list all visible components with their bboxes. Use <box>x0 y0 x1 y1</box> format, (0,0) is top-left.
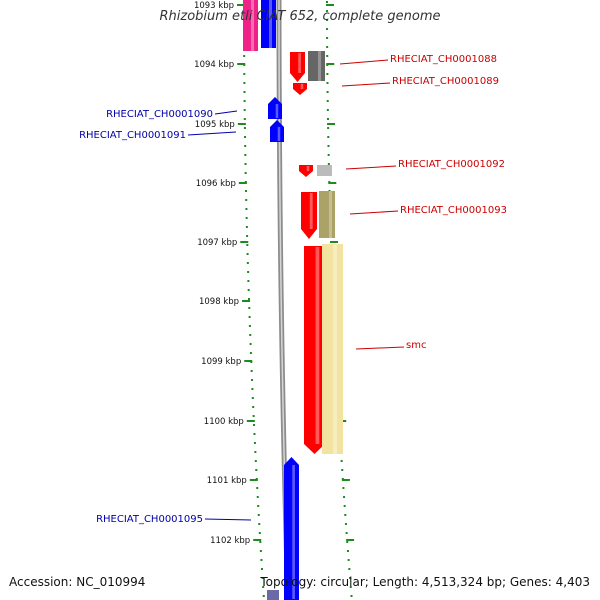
scale-label: 1096 kbp <box>196 179 236 189</box>
leader-line <box>339 59 389 65</box>
gene-label: RHECIAT_CH0001088 <box>390 54 497 65</box>
gene-feature-gray-1092 <box>317 165 332 176</box>
gene-feature-ch0001089-highlight <box>300 84 304 89</box>
gene-feature-yellow-smc <box>322 244 343 454</box>
genome-summary: Topology: circular; Length: 4,513,324 bp… <box>260 575 590 589</box>
gene-feature-olive-1093-highlight <box>329 191 332 238</box>
gene-label: RHECIAT_CH0001090 <box>106 109 213 120</box>
leader-line <box>341 82 391 87</box>
leader-line <box>204 518 252 521</box>
gene-features <box>243 0 343 600</box>
gene-label: RHECIAT_CH0001092 <box>398 159 505 170</box>
gene-feature-bottom-partial <box>267 590 279 600</box>
gene-feature-smc-highlight <box>315 247 320 444</box>
gene-feature-ch0001090-highlight <box>275 104 279 118</box>
gene-feature-ch0001091 <box>270 120 284 142</box>
scale-label: 1102 kbp <box>210 536 250 546</box>
gene-feature-ch0001092 <box>299 165 313 177</box>
gene-feature-ch0001093-highlight <box>309 193 313 229</box>
map-title: Rhizobium etli CIAT 652, complete genome <box>159 9 441 24</box>
gene-labels: RHECIAT_CH0001088 RHECIAT_CH0001089 RHECIA… <box>79 54 507 525</box>
gene-feature-reverse-top-highlight <box>269 0 272 48</box>
accession-label: Accession: NC_010994 <box>9 575 146 589</box>
gene-feature-magenta-highlight <box>251 0 254 51</box>
gene-feature-ch0001095-highlight <box>292 465 295 599</box>
scale-labels: 1093 kbp 1094 kbp 1095 kbp 1096 kbp 1097 kbp… <box>194 1 250 546</box>
gene-feature-yellow-smc-highlight <box>333 244 337 454</box>
gene-feature-ch0001088-highlight <box>298 53 301 73</box>
leader-line <box>349 210 399 215</box>
gene-feature-ch0001089 <box>293 83 307 95</box>
gene-feature-ch0001092-highlight <box>306 166 310 171</box>
gene-feature-gray-1088-highlight <box>318 51 321 81</box>
scale-label: 1101 kbp <box>207 476 247 486</box>
gene-feature-smc <box>304 246 325 454</box>
leader-line <box>214 110 238 115</box>
leader-line <box>345 165 397 170</box>
scale-label: 1097 kbp <box>197 238 237 248</box>
gene-label: RHECIAT_CH0001095 <box>96 514 203 525</box>
gene-feature-ch0001088 <box>290 52 305 82</box>
gene-feature-gray-1088 <box>308 51 325 81</box>
scale-label: 1100 kbp <box>204 417 244 427</box>
scale-label: 1093 kbp <box>194 1 234 11</box>
label-leader-lines <box>187 59 405 521</box>
tick-marks-left <box>237 1 265 597</box>
gene-label: RHECIAT_CH0001091 <box>79 130 186 141</box>
scale-label: 1094 kbp <box>194 60 234 70</box>
leader-line <box>355 346 405 350</box>
scale-label: 1095 kbp <box>195 120 235 130</box>
gene-label: RHECIAT_CH0001093 <box>400 205 507 216</box>
gene-feature-ch0001093 <box>301 192 317 239</box>
gene-feature-reverse-top <box>261 0 276 48</box>
leader-line <box>187 131 237 136</box>
gene-label: smc <box>406 340 426 351</box>
gene-label: RHECIAT_CH0001089 <box>392 76 499 87</box>
gene-feature-ch0001091-highlight <box>277 127 281 141</box>
gene-feature-ch0001095 <box>284 457 299 600</box>
gene-feature-ch0001090 <box>268 97 282 119</box>
gene-feature-magenta <box>243 0 258 51</box>
scale-label: 1098 kbp <box>199 297 239 307</box>
scale-label: 1099 kbp <box>201 357 241 367</box>
gene-feature-olive-1093 <box>319 191 335 238</box>
